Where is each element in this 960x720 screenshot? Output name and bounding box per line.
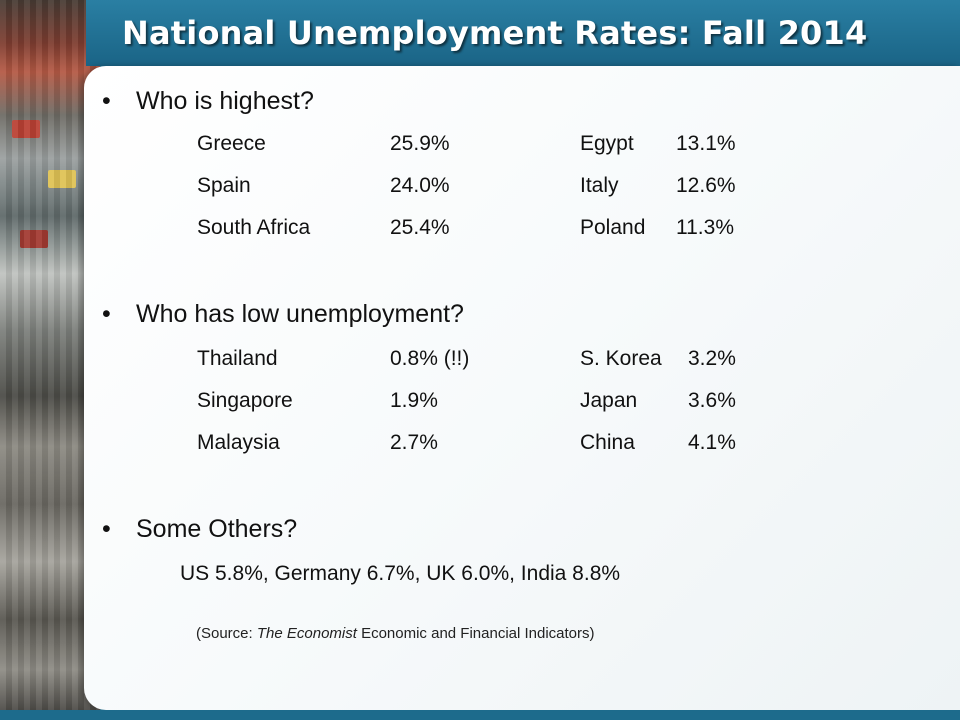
street-sign-decoration: [48, 170, 76, 188]
rate-value: 25.9%: [390, 132, 450, 155]
country-label: Thailand: [197, 347, 278, 370]
slide-title: National Unemployment Rates: Fall 2014: [122, 14, 868, 52]
bottom-band: [0, 710, 960, 720]
background-photo: [0, 0, 100, 720]
heading-others: Some Others?: [136, 515, 298, 543]
street-sign-decoration: [12, 120, 40, 138]
country-label: Egypt: [580, 132, 634, 155]
street-sign-decoration: [20, 230, 48, 248]
rate-value: 3.2%: [688, 347, 736, 370]
bullet-icon: •: [102, 300, 111, 328]
source-prefix: (Source:: [196, 625, 257, 642]
content-panel: [84, 66, 960, 710]
country-label: Malaysia: [197, 431, 280, 454]
country-label: South Africa: [197, 216, 311, 239]
country-label: Spain: [197, 174, 251, 197]
rate-value: 24.0%: [390, 174, 450, 197]
rate-value: 3.6%: [688, 389, 736, 412]
heading-highest: Who is highest?: [136, 87, 314, 115]
heading-low: Who has low unemployment?: [136, 300, 464, 328]
bullet-low: • Who has low unemployment?: [102, 300, 464, 329]
source-citation: (Source: The Economist Economic and Fina…: [196, 625, 595, 642]
rate-value: 25.4%: [390, 216, 450, 239]
country-label: Japan: [580, 389, 638, 412]
bullet-others: • Some Others?: [102, 515, 297, 544]
country-label: China: [580, 431, 635, 454]
bullet-icon: •: [102, 87, 111, 115]
country-label: S. Korea: [580, 347, 662, 370]
rate-value: 12.6%: [676, 174, 736, 197]
country-label: Singapore: [197, 389, 293, 412]
country-label: Poland: [580, 216, 646, 239]
source-suffix: Economic and Financial Indicators): [356, 625, 595, 642]
rate-value: 2.7%: [390, 431, 438, 454]
source-publication: The Economist: [256, 625, 357, 642]
country-label: Italy: [580, 174, 619, 197]
rate-value: 1.9%: [390, 389, 438, 412]
rate-value: 0.8% (!!): [390, 347, 470, 370]
rate-value: 11.3%: [676, 216, 734, 239]
bullet-icon: •: [102, 515, 111, 543]
rate-value: 13.1%: [676, 132, 736, 155]
bullet-highest: • Who is highest?: [102, 87, 314, 116]
title-band: [86, 0, 960, 66]
country-label: Greece: [197, 132, 266, 155]
rate-value: 4.1%: [688, 431, 736, 454]
others-rates: US 5.8%, Germany 6.7%, UK 6.0%, India 8.…: [180, 562, 621, 585]
